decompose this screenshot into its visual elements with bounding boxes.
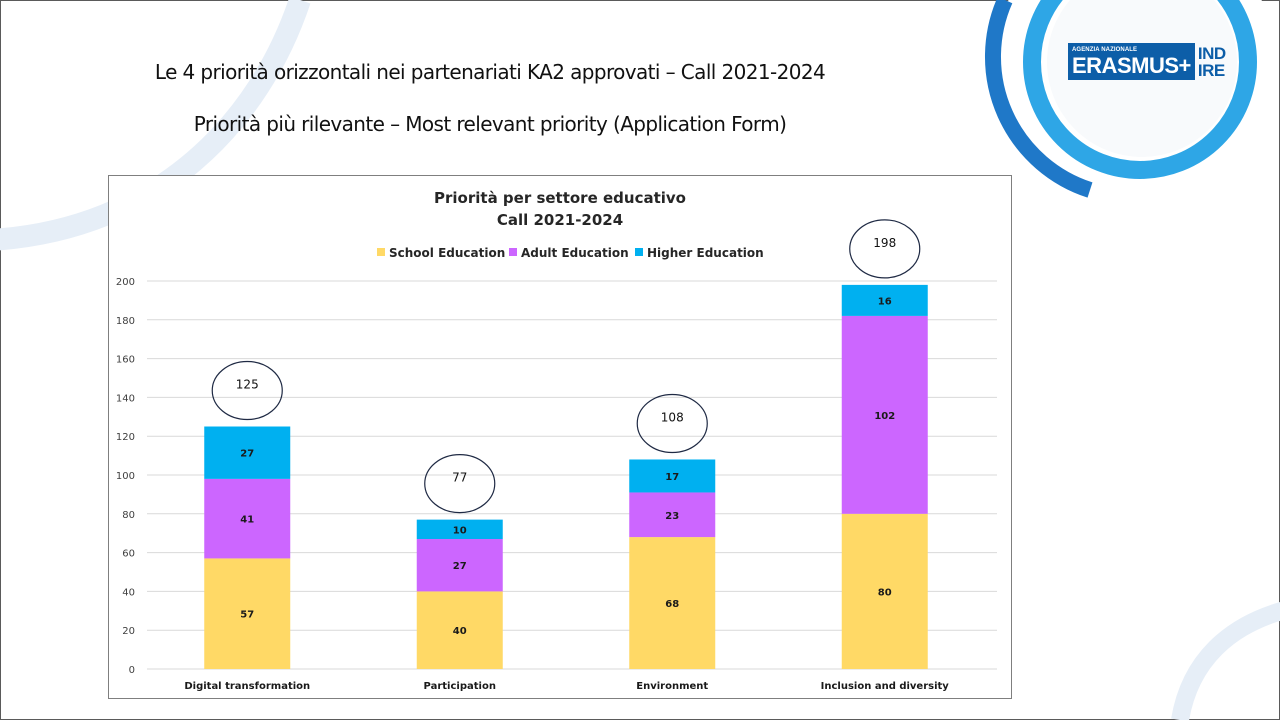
data-label: 41 bbox=[240, 515, 254, 526]
data-label: 40 bbox=[453, 626, 467, 637]
y-tick-label: 20 bbox=[122, 626, 135, 637]
y-tick-label: 140 bbox=[116, 393, 135, 404]
erasmus-logo-block: AGENZIA NAZIONALE ERASMUS+ bbox=[1068, 43, 1195, 80]
total-label: 198 bbox=[873, 236, 896, 250]
y-tick-label: 60 bbox=[122, 549, 135, 560]
slide-subtitle: Priorità più rilevante – Most relevant p… bbox=[193, 112, 787, 136]
legend-swatch-1 bbox=[509, 248, 517, 256]
indire-logo: IND IRE bbox=[1198, 43, 1226, 80]
data-label: 80 bbox=[878, 587, 892, 598]
stacked-bar-chart: Priorità per settore educativo Call 2021… bbox=[116, 189, 997, 692]
bar-segment-adult-education bbox=[629, 492, 716, 538]
y-axis: 0 20 40 60 80 100 120 140 160 180 200 bbox=[116, 277, 135, 676]
legend-label-1: Adult Education bbox=[521, 246, 629, 260]
bar-segment-higher-education bbox=[416, 519, 503, 540]
decorative-arc-left bbox=[0, 0, 311, 251]
chart-subtitle: Call 2021-2024 bbox=[497, 211, 623, 229]
legend-label-2: Higher Education bbox=[647, 246, 764, 260]
bar-segment-adult-education bbox=[416, 539, 503, 592]
y-tick-label: 180 bbox=[116, 316, 135, 327]
data-label: 27 bbox=[453, 561, 467, 572]
total-circle bbox=[849, 219, 921, 279]
total-circle bbox=[636, 393, 708, 454]
y-tick-label: 200 bbox=[116, 277, 135, 288]
x-tick-label: Environment bbox=[636, 681, 708, 692]
chart-container: Priorità per settore educativo Call 2021… bbox=[108, 175, 1012, 699]
chart-legend: School Education Adult Education Higher Ed… bbox=[377, 246, 764, 260]
total-circle bbox=[211, 360, 283, 421]
total-label: 108 bbox=[661, 410, 684, 424]
x-tick-label: Inclusion and diversity bbox=[821, 681, 950, 692]
indire-line2: IRE bbox=[1197, 60, 1225, 80]
slide-title: Le 4 priorità orizzontali nei partenaria… bbox=[154, 60, 826, 84]
y-tick-label: 40 bbox=[122, 587, 135, 598]
total-label: 77 bbox=[452, 471, 467, 485]
bar-segment-higher-education bbox=[204, 426, 291, 479]
bar-segment-higher-education bbox=[841, 284, 928, 316]
y-tick-label: 80 bbox=[122, 510, 135, 521]
indire-line1: IND bbox=[1197, 43, 1226, 63]
bar-segment-adult-education bbox=[204, 478, 291, 559]
y-tick-label: 0 bbox=[129, 665, 135, 676]
x-tick-label: Participation bbox=[424, 681, 496, 692]
bar-segment-school-education bbox=[629, 537, 716, 669]
bar-segment-school-education bbox=[416, 591, 503, 669]
agency-label: AGENZIA NAZIONALE bbox=[1072, 47, 1138, 53]
bar-segment-school-education bbox=[204, 558, 291, 669]
data-label: 27 bbox=[240, 449, 254, 460]
x-tick-label: Digital transformation bbox=[184, 681, 310, 692]
y-tick-label: 100 bbox=[116, 471, 135, 482]
decorative-arc-bottom-right bbox=[1171, 602, 1280, 720]
x-axis: Digital transformation Participation Envir… bbox=[184, 681, 949, 692]
y-tick-label: 160 bbox=[116, 355, 135, 366]
bar-segment-higher-education bbox=[629, 459, 716, 493]
legend-swatch-2 bbox=[635, 248, 643, 256]
logo-ring-dark bbox=[984, 0, 1093, 198]
legend-swatch-0 bbox=[377, 248, 385, 256]
data-label: 10 bbox=[453, 525, 467, 536]
bar-segment-school-education bbox=[841, 513, 928, 669]
data-label: 68 bbox=[665, 599, 679, 610]
total-annotations: 125 77 108 198 bbox=[211, 219, 921, 514]
erasmus-brand: ERASMUS+ bbox=[1072, 53, 1191, 78]
legend-label-0: School Education bbox=[389, 246, 505, 260]
total-circle bbox=[424, 454, 496, 514]
data-label: 23 bbox=[665, 511, 679, 522]
erasmus-indire-logo: AGENZIA NAZIONALE ERASMUS+ IND IRE bbox=[1068, 43, 1226, 80]
chart-title: Priorità per settore educativo bbox=[434, 189, 686, 207]
bar-segment-adult-education bbox=[841, 315, 928, 514]
data-label: 57 bbox=[240, 610, 254, 621]
data-label: 102 bbox=[874, 411, 895, 422]
y-tick-label: 120 bbox=[116, 432, 135, 443]
total-label: 125 bbox=[236, 378, 259, 392]
bars: 57 41 27 40 27 10 68 23 17 80 102 16 bbox=[204, 284, 928, 669]
data-label: 16 bbox=[878, 296, 892, 307]
data-label: 17 bbox=[665, 472, 679, 483]
